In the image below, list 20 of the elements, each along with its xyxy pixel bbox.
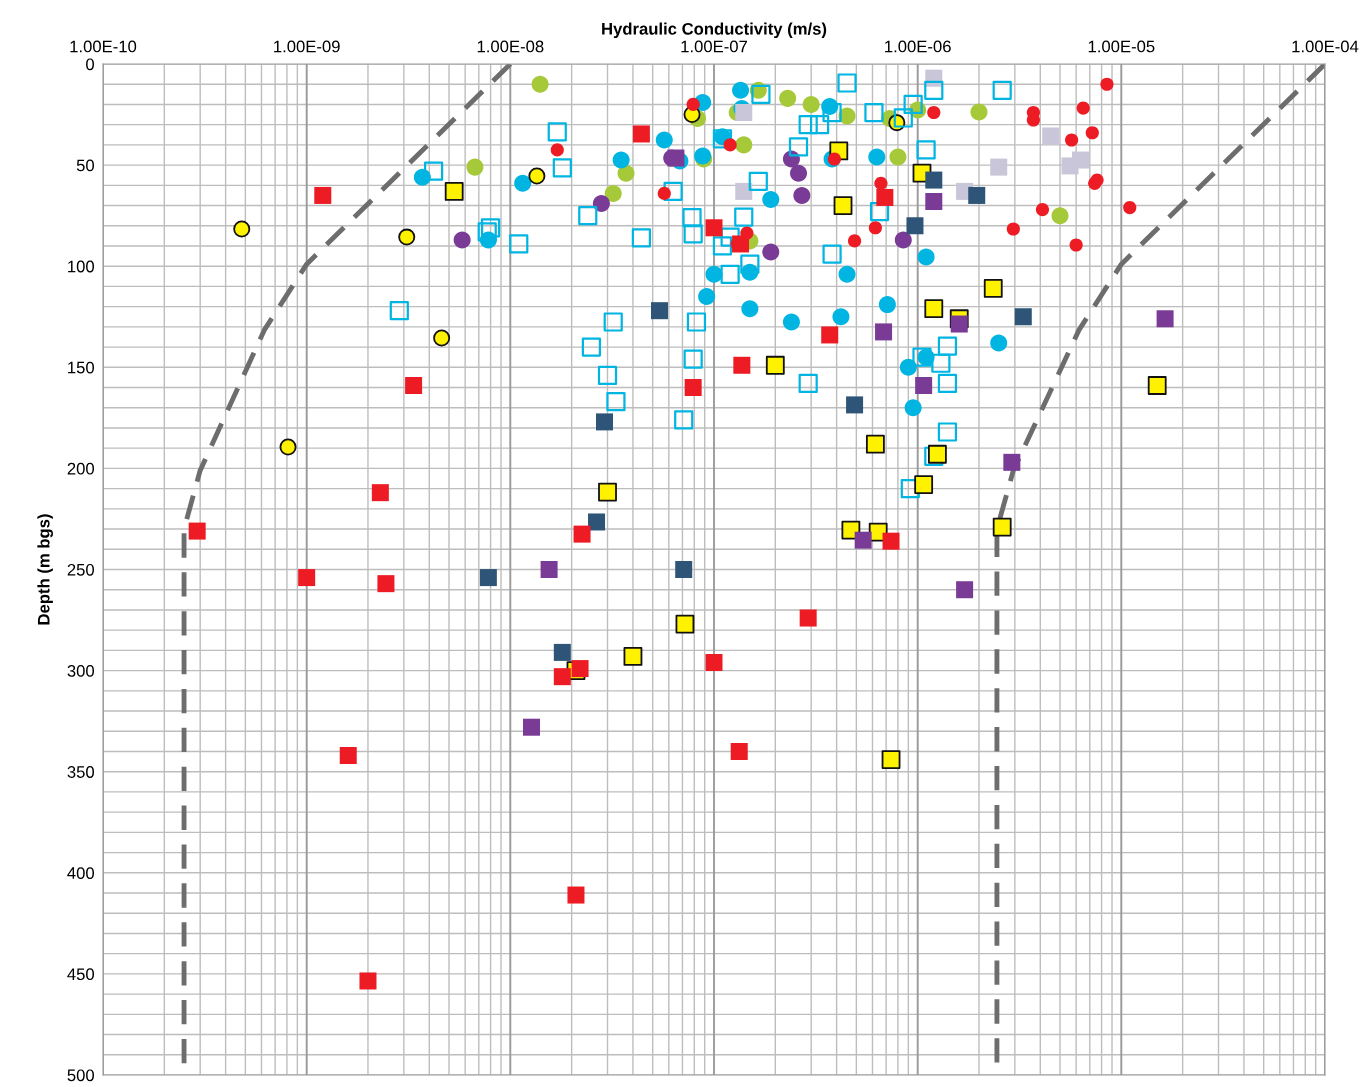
x-axis-title: Hydraulic Conductivity (m/s): [602, 22, 827, 39]
y-tick-label: 400: [67, 867, 95, 879]
y-tick-label: 100: [68, 260, 95, 273]
x-tick-label: 1.00E-10: [70, 40, 137, 53]
y-tick-label: 450: [67, 968, 95, 981]
x-tick-label: 1.00E-09: [274, 40, 340, 53]
x-tick-label: 1.00E-04: [1292, 40, 1359, 53]
y-tick-label: 300: [67, 665, 95, 677]
y-tick-label: 50: [76, 159, 95, 172]
x-tick-label: 1.00E-06: [885, 40, 951, 53]
y-tick-label: 250: [67, 563, 95, 576]
x-tick-label: 1.00E-05: [1088, 40, 1155, 53]
y-tick-label: 350: [67, 766, 95, 778]
y-tick-label: 150: [68, 361, 95, 374]
y-tick-label: 500: [67, 1069, 95, 1082]
y-axis-title: Depth (m bgs): [37, 514, 53, 625]
x-tick-label: 1.00E-08: [477, 40, 544, 53]
y-tick-label: 200: [67, 462, 95, 475]
y-tick-label: 0: [86, 58, 95, 71]
x-tick-label: 1.00E-07: [681, 40, 747, 53]
